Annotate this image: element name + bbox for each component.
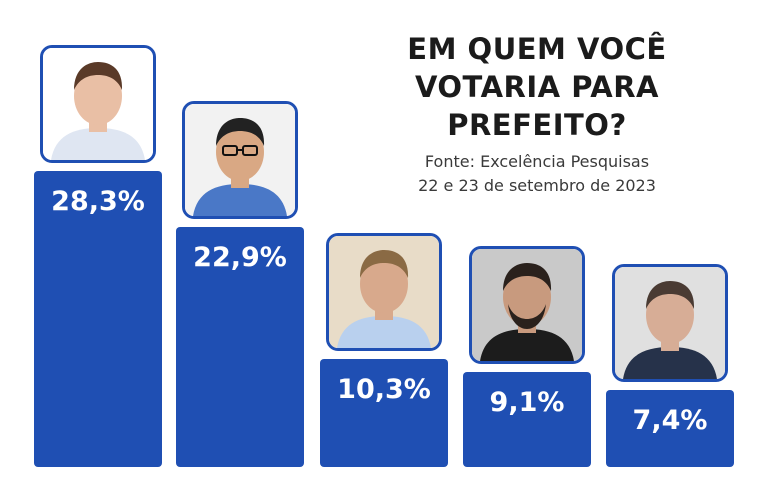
candidate-photo-1	[40, 45, 156, 163]
bar-2	[176, 227, 304, 467]
title-line-1: EM QUEM VOCÊ	[407, 32, 667, 66]
person-silhouette-icon	[472, 249, 582, 361]
bar-1	[34, 171, 162, 467]
title-line-2: VOTARIA PARA	[414, 70, 660, 104]
source-line-2: 22 e 23 de setembro de 2023	[418, 176, 656, 195]
bar-3	[320, 359, 448, 467]
bar-4	[463, 372, 591, 467]
chart-title: EM QUEM VOCÊ VOTARIA PARA PREFEITO?	[372, 30, 702, 144]
person-silhouette-icon	[615, 267, 725, 379]
bar-value-label-4: 9,1%	[489, 387, 565, 418]
candidate-photo-3	[326, 233, 442, 351]
title-line-3: PREFEITO?	[447, 108, 627, 142]
person-silhouette-icon	[43, 48, 153, 160]
person-silhouette-icon	[329, 236, 439, 348]
bar-value-label-5: 7,4%	[632, 405, 708, 436]
candidate-photo-2	[182, 101, 298, 219]
bar-value-label-1: 28,3%	[51, 186, 145, 217]
candidate-photo-5	[612, 264, 728, 382]
source-note: Fonte: Excelência Pesquisas 22 e 23 de s…	[372, 150, 702, 198]
bar-5	[606, 390, 734, 467]
person-silhouette-icon	[185, 104, 295, 216]
source-line-1: Fonte: Excelência Pesquisas	[424, 152, 650, 171]
candidate-photo-4	[469, 246, 585, 364]
bar-value-label-2: 22,9%	[193, 242, 287, 273]
bar-value-label-3: 10,3%	[337, 374, 431, 405]
